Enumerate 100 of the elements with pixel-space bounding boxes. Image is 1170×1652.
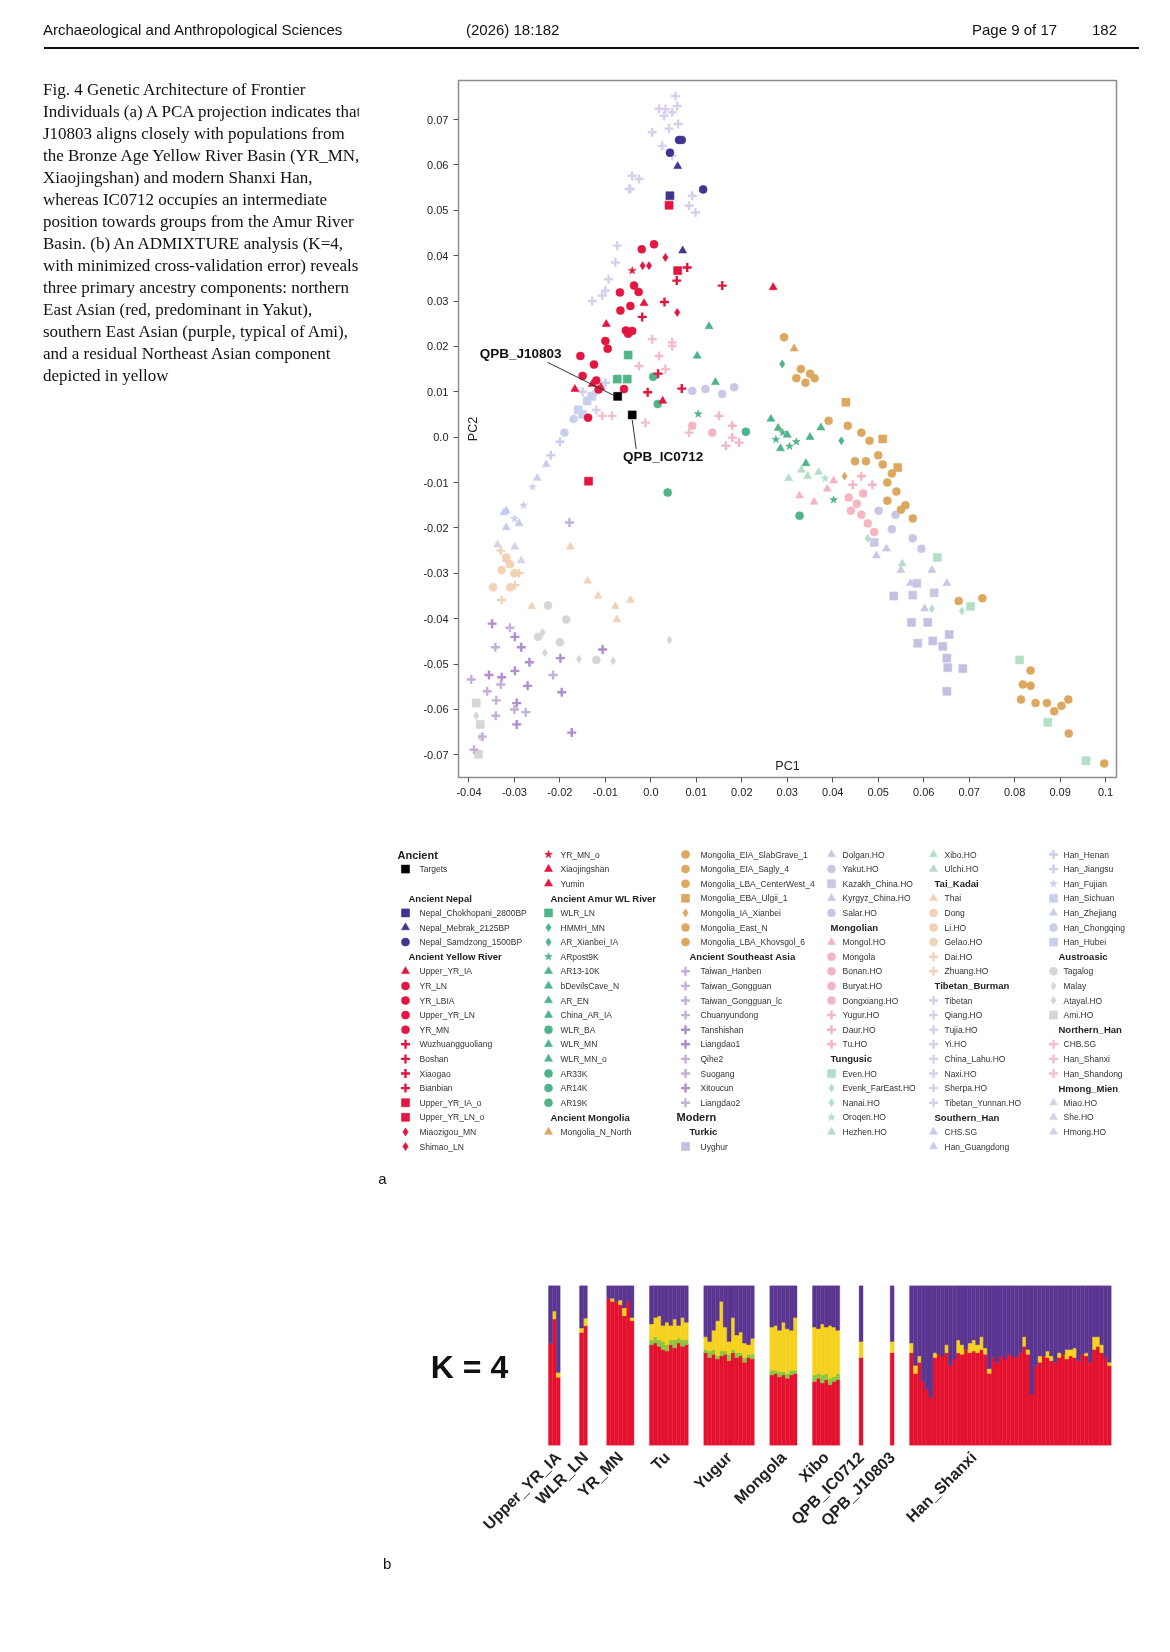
legend-label: Han_Guangdong xyxy=(944,1141,1010,1152)
x-tick-label: 0.05 xyxy=(867,785,889,798)
y-tick-label: -0.07 xyxy=(423,748,449,761)
legend-label: China_Lahu.HO xyxy=(944,1053,1006,1064)
text: Modern xyxy=(676,1111,717,1124)
x-tick-label: 0.07 xyxy=(958,785,980,798)
x-tick-label: Tu xyxy=(647,1448,673,1474)
legend-label: Taiwan_Hanben xyxy=(700,966,762,977)
legend-label: Han_Jiangsu xyxy=(1063,864,1114,875)
legend-label: Uyghur xyxy=(700,1141,729,1152)
legend-label: Hezhen.HO xyxy=(842,1126,888,1137)
text: Ancient Amur WL River xyxy=(550,892,657,904)
text: Tibetan_Burman xyxy=(934,980,1010,992)
y-tick-label: 0.0 xyxy=(433,431,449,444)
text: 182 xyxy=(1092,20,1118,40)
legend-label: Yakut.HO xyxy=(842,864,880,875)
text: Southern_Han xyxy=(934,1111,1000,1123)
legend-label: bDevilsCave_N xyxy=(560,980,620,991)
legend-label: Tibetan xyxy=(944,995,973,1006)
legend-label: Li.HO xyxy=(944,922,967,933)
x-axis-title: PC1 xyxy=(775,758,800,773)
legend-label: Mongolia_EIA_Sagly_4 xyxy=(700,864,790,875)
legend-label: Mongolia_N_North xyxy=(560,1126,632,1137)
legend-label: Han_Zhejiang xyxy=(1063,907,1117,918)
legend-label: Thai xyxy=(944,893,962,904)
y-tick-label: 0.06 xyxy=(427,158,449,171)
text: Archaeological and Anthropological Sciences xyxy=(43,20,343,40)
legend-label: Nepal_Chokhopani_2800BP xyxy=(419,907,528,918)
legend-label: Xiaojingshan xyxy=(560,864,610,875)
legend-label: Mongolia_East_N xyxy=(700,922,768,933)
legend-label: Sherpa.HO xyxy=(944,1083,988,1094)
legend-label: Daur.HO xyxy=(842,1024,876,1035)
x-tick-label: -0.02 xyxy=(547,785,573,798)
legend-label: Dongxiang.HO xyxy=(842,995,899,1006)
legend-label: Miaozigou_MN xyxy=(419,1126,477,1137)
legend-label: Mongolia_LBA_Khovsgol_6 xyxy=(700,937,806,948)
legend-label: Yi.HO xyxy=(944,1039,968,1050)
y-tick-label: 0.05 xyxy=(427,204,449,217)
legend-label: Ulchi.HO xyxy=(944,864,979,875)
legend-label: Dolgan.HO xyxy=(842,849,885,860)
legend-label: Mongol.HO xyxy=(842,937,886,948)
x-tick-label: 0.06 xyxy=(912,785,935,798)
legend-label: Targets xyxy=(419,864,448,875)
legend-label: Xiaogao xyxy=(419,1068,451,1079)
x-tick-label: 0.04 xyxy=(822,785,844,798)
legend-label: Tujia.HO xyxy=(944,1024,979,1035)
legend-label: WLR_BA xyxy=(560,1024,596,1035)
legend-label: AR_Xianbei_IA xyxy=(560,937,619,948)
legend-label: Buryat.HO xyxy=(842,980,883,991)
legend-label: Bianbian xyxy=(419,1083,453,1094)
text: Ancient Mongolia xyxy=(550,1111,631,1123)
text: Fig. 4 Genetic Architecture of Frontier Individuals (a) A PCA projection indicates that J10803 aligns closely with populations from the Bronze Age Yellow River Basin (YR_MN, Xiaojingshan) and modern Shanxi Han, whereas IC0712 occupies an intermediate position towards groups from the Amur River Basin. (b) An ADMIXTURE analysis (K=4, with minimized cross-validation error) reveals three primary ancestry components: northern East Asian (red, predominant in Yakut), southern East Asian (purple, typical of Ami), and a residual Northeast Asian component depicted in yellow xyxy=(43,80,362,385)
legend-label: Zhuang.HO xyxy=(944,966,989,977)
y-tick-label: 0.01 xyxy=(427,385,449,398)
legend-label: Tagalog xyxy=(1063,966,1094,977)
legend-label: Han_Hubei xyxy=(1063,937,1107,948)
legend-label: WLR_MN xyxy=(560,1039,598,1050)
legend-label: Liangdao2 xyxy=(700,1097,741,1108)
legend-label: Taiwan_Gongguan xyxy=(700,980,772,991)
legend-label: AR33K xyxy=(560,1068,588,1079)
legend-label: Han_Shandong xyxy=(1063,1068,1123,1079)
legend-label: She.HO xyxy=(1063,1112,1095,1123)
legend-label: Dai.HO xyxy=(944,951,973,962)
legend-label: Gelao.HO xyxy=(944,937,983,948)
legend-label: Ami.HO xyxy=(1063,1010,1094,1021)
legend-label: Yugur.HO xyxy=(842,1010,880,1021)
x-tick-label: 0.09 xyxy=(1049,785,1071,798)
legend-label: Naxi.HO xyxy=(944,1068,977,1079)
text: Ancient Yellow River xyxy=(408,951,503,963)
legend-label: China_AR_IA xyxy=(560,1010,613,1021)
text: K = 4 xyxy=(430,1348,509,1385)
legend-label: Han_Chongqing xyxy=(1063,922,1126,933)
text: a xyxy=(378,1170,388,1187)
legend-label: Mongolia_IA_Xianbei xyxy=(700,907,781,918)
y-tick-label: 0.04 xyxy=(427,249,449,262)
legend-label: Han_Henan xyxy=(1063,849,1110,860)
legend-label: Tanshishan xyxy=(700,1024,744,1035)
legend-label: Evenk_FarEast.HO xyxy=(842,1083,917,1094)
text: Page 9 of 17 xyxy=(972,20,1058,40)
y-tick-label: 0.07 xyxy=(427,113,449,126)
legend-label: Qiang.HO xyxy=(944,1010,983,1021)
y-axis-title: PC2 xyxy=(465,416,480,442)
legend-label: Han_Fujian xyxy=(1063,878,1108,889)
text: Mongolian xyxy=(830,922,879,933)
text: Ancient Southeast Asia xyxy=(689,951,796,963)
legend-label: Atayal.HO xyxy=(1063,995,1103,1006)
text: Ancient Nepal xyxy=(408,892,472,904)
legend-label: Upper_YR_IA xyxy=(419,966,473,977)
text: b xyxy=(383,1554,392,1574)
x-tick-label: 0.03 xyxy=(776,785,798,798)
legend-label: Mongolia_EIA_SlabGrave_1 xyxy=(700,849,809,860)
legend-label: YR_LBIA xyxy=(419,995,455,1006)
legend-label: Bonan.HO xyxy=(842,966,883,977)
legend-label: WLR_LN xyxy=(560,907,595,918)
text: Ancient xyxy=(397,848,439,861)
legend-label: Nepal_Samdzong_1500BP xyxy=(419,937,523,948)
legend-label: Xibo.HO xyxy=(944,849,978,860)
legend-label: Tu.HO xyxy=(842,1039,868,1050)
legend-label: Dong xyxy=(944,907,966,918)
legend-label: Kyrgyz_China.HO xyxy=(842,893,911,904)
